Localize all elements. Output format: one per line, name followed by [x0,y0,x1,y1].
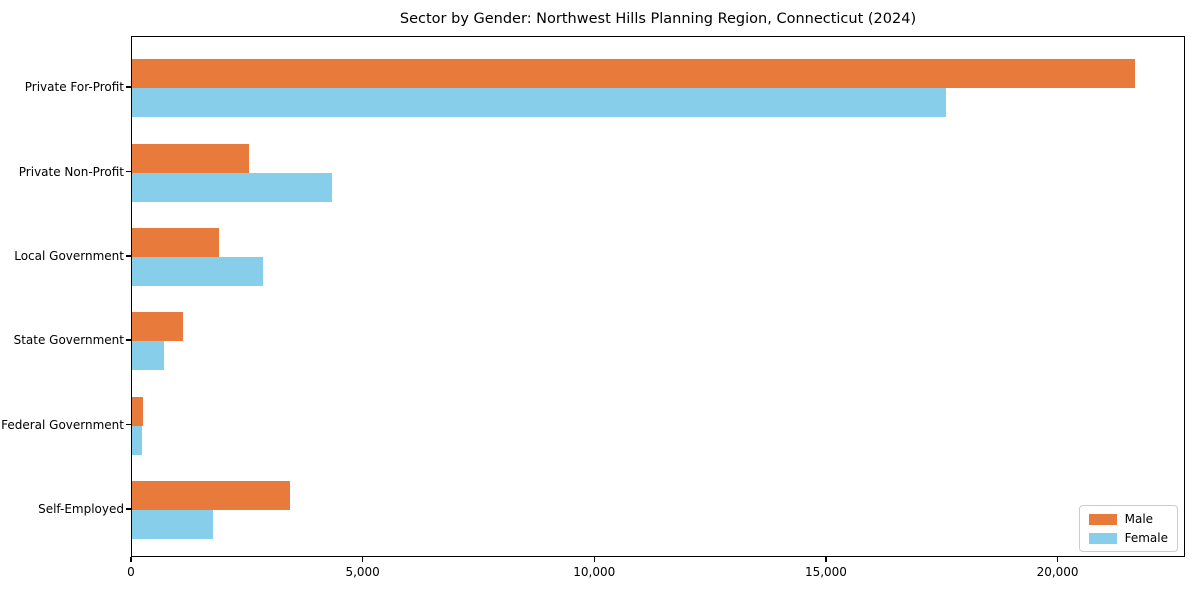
ytick-label-private-non-profit: Private Non-Profit [18,164,124,179]
bar-male-self-employed [132,480,290,510]
xtick-label-0: 0 [127,565,135,579]
legend-swatch-female [1088,532,1117,544]
bar-male-state-government [132,312,184,342]
plot-area: Male Female [131,36,1185,557]
xtick-mark-20000 [1056,557,1059,562]
ytick-label-state-government: State Government [13,333,124,348]
ytick-label-federal-government: Federal Government [1,417,124,432]
bar-female-private-non-profit [132,172,332,202]
bar-male-private-for-profit [132,59,1136,89]
xtick-label-15000: 15,000 [804,565,847,579]
xtick-mark-5000 [361,557,364,562]
ytick-mark-private-for-profit [126,86,131,88]
bar-female-self-employed [132,509,213,539]
xtick-mark-15000 [825,557,827,562]
legend-swatch-male [1088,513,1117,525]
xtick-mark-0 [130,557,132,562]
bar-male-private-non-profit [132,143,249,173]
ytick-mark-state-government [126,339,131,341]
legend-entry-female: Female [1088,531,1168,545]
legend-label-male: Male [1124,512,1154,526]
bar-female-local-government [132,256,264,286]
legend-entry-male: Male [1088,512,1168,526]
legend: Male Female [1078,505,1178,552]
ytick-mark-self-employed [126,508,131,510]
chart-title: Sector by Gender: Northwest Hills Planni… [399,11,917,27]
xtick-label-5000: 5,000 [345,565,380,579]
ytick-label-self-employed: Self-Employed [38,501,124,516]
bar-male-federal-government [132,396,144,426]
ytick-mark-federal-government [126,423,131,426]
ytick-mark-private-non-profit [126,170,131,173]
bar-female-federal-government [132,425,143,455]
bar-female-state-government [132,341,165,371]
xtick-label-10000: 10,000 [573,565,616,579]
xtick-mark-10000 [593,557,596,562]
xtick-label-20000: 20,000 [1036,565,1079,579]
bar-male-local-government [132,227,219,257]
ytick-label-local-government: Local Government [14,248,124,263]
ytick-mark-local-government [126,255,131,257]
bar-female-private-for-profit [132,88,947,118]
ytick-label-private-for-profit: Private For-Profit [24,80,124,95]
legend-label-female: Female [1124,531,1168,545]
